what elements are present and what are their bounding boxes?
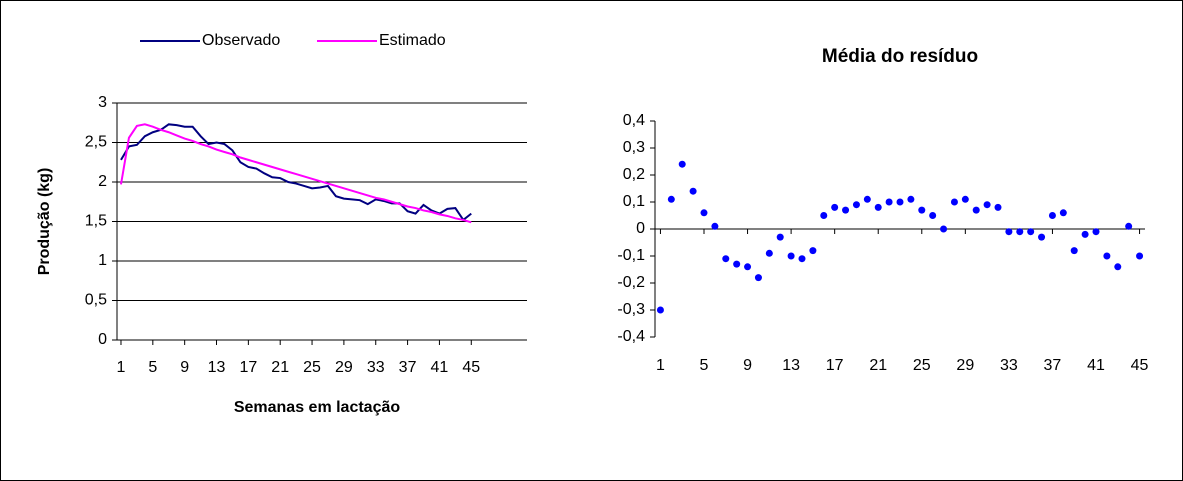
point bbox=[1103, 252, 1111, 260]
point bbox=[722, 255, 730, 263]
x-tick-label: 9 bbox=[180, 359, 189, 376]
point bbox=[1059, 209, 1067, 217]
x-tick-label: 41 bbox=[1087, 357, 1105, 374]
point bbox=[1092, 228, 1100, 236]
x-tick-label: 33 bbox=[1000, 357, 1018, 374]
point bbox=[972, 206, 980, 214]
point bbox=[1125, 222, 1133, 230]
x-tick-label: 37 bbox=[399, 359, 417, 376]
point bbox=[809, 247, 817, 255]
legend-label: Observado bbox=[202, 32, 280, 49]
point bbox=[667, 195, 675, 203]
y-tick-label: 0,1 bbox=[623, 193, 645, 210]
point bbox=[896, 198, 904, 206]
y-tick-label: 0,5 bbox=[85, 292, 107, 309]
x-axis-title: Semanas em lactação bbox=[234, 399, 401, 416]
point bbox=[1081, 230, 1089, 238]
point bbox=[1038, 233, 1046, 241]
point bbox=[918, 206, 926, 214]
point bbox=[994, 203, 1002, 211]
point bbox=[798, 255, 806, 263]
point bbox=[907, 195, 915, 203]
point bbox=[733, 260, 741, 268]
y-tick-label: 2,5 bbox=[85, 134, 107, 151]
point bbox=[689, 187, 697, 195]
point bbox=[711, 222, 719, 230]
point bbox=[983, 201, 991, 209]
y-tick-label: 0 bbox=[636, 220, 645, 237]
x-tick-label: 1 bbox=[117, 359, 126, 376]
point bbox=[820, 212, 828, 219]
point bbox=[950, 198, 958, 206]
y-tick-label: 2 bbox=[98, 173, 107, 190]
point bbox=[1114, 263, 1122, 271]
point bbox=[656, 306, 664, 314]
point bbox=[863, 195, 871, 203]
x-tick-label: 1 bbox=[656, 357, 665, 374]
x-tick-label: 21 bbox=[869, 357, 887, 374]
point bbox=[885, 198, 893, 206]
point bbox=[754, 274, 762, 282]
chart-title: Média do resíduo bbox=[822, 46, 978, 67]
point bbox=[852, 201, 860, 209]
x-tick-label: 29 bbox=[956, 357, 974, 374]
x-tick-label: 25 bbox=[303, 359, 321, 376]
y-tick-label: 0,3 bbox=[623, 139, 645, 156]
series-line bbox=[120, 123, 472, 222]
x-tick-label: 17 bbox=[239, 359, 257, 376]
point bbox=[1048, 212, 1056, 219]
x-tick-label: 45 bbox=[462, 359, 480, 376]
x-tick-label: 13 bbox=[782, 357, 800, 374]
point bbox=[1005, 228, 1013, 236]
y-tick-label: 1,5 bbox=[85, 213, 107, 230]
x-tick-label: 9 bbox=[743, 357, 752, 374]
x-tick-label: 33 bbox=[367, 359, 385, 376]
y-tick-label: -0,2 bbox=[617, 274, 645, 291]
x-tick-label: 17 bbox=[826, 357, 844, 374]
x-tick-label: 41 bbox=[431, 359, 449, 376]
x-tick-label: 45 bbox=[1131, 357, 1149, 374]
y-tick-label: -0,1 bbox=[617, 247, 645, 264]
point bbox=[787, 252, 795, 260]
point bbox=[940, 225, 948, 233]
y-tick-label: 1 bbox=[98, 252, 107, 269]
x-tick-label: 5 bbox=[148, 359, 157, 376]
point bbox=[744, 263, 752, 271]
point bbox=[842, 206, 850, 214]
x-tick-label: 29 bbox=[335, 359, 353, 376]
y-tick-label: 0,4 bbox=[623, 112, 645, 129]
point bbox=[1027, 228, 1035, 236]
point bbox=[776, 233, 784, 241]
point bbox=[765, 249, 773, 257]
y-tick-label: 0,2 bbox=[623, 166, 645, 183]
point bbox=[1070, 247, 1078, 255]
point bbox=[961, 195, 969, 203]
series-line bbox=[119, 123, 472, 224]
point bbox=[1136, 252, 1144, 260]
y-tick-label: -0,4 bbox=[617, 328, 645, 345]
y-axis-title: Produção (kg) bbox=[36, 168, 53, 276]
x-tick-label: 37 bbox=[1044, 357, 1062, 374]
point bbox=[831, 203, 839, 211]
point bbox=[874, 203, 882, 211]
x-tick-label: 25 bbox=[913, 357, 931, 374]
y-tick-label: 3 bbox=[98, 94, 107, 111]
y-tick-label: -0,3 bbox=[617, 301, 645, 318]
point bbox=[700, 209, 708, 217]
point bbox=[678, 160, 686, 168]
x-tick-label: 13 bbox=[208, 359, 226, 376]
y-tick-label: 0 bbox=[98, 331, 107, 348]
point bbox=[929, 212, 937, 219]
point bbox=[1016, 228, 1024, 236]
x-tick-label: 5 bbox=[700, 357, 709, 374]
legend-label: Estimado bbox=[379, 32, 446, 49]
x-tick-label: 21 bbox=[271, 359, 289, 376]
